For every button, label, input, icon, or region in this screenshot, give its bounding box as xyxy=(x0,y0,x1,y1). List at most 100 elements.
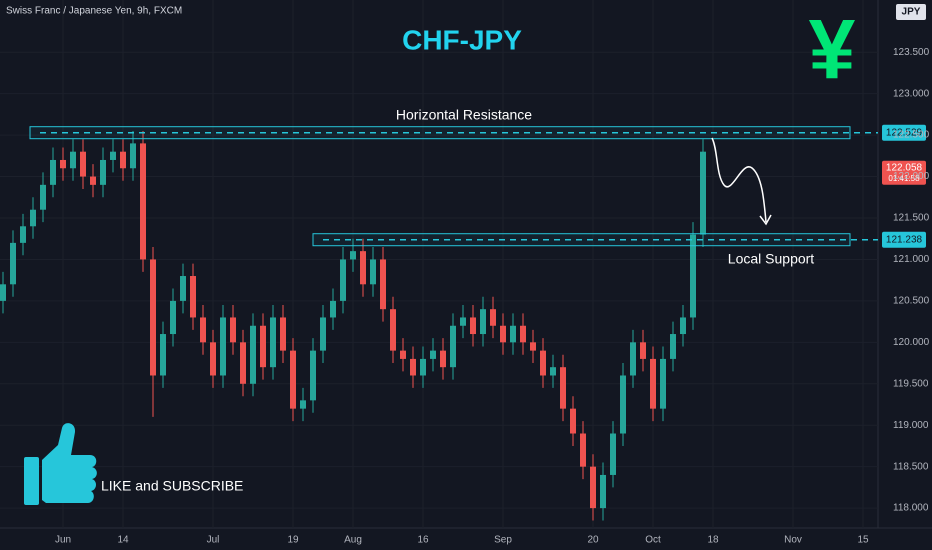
candle-body xyxy=(250,325,256,384)
candle-body xyxy=(190,276,196,318)
candle-body xyxy=(620,375,626,434)
currency-badge xyxy=(896,4,926,20)
x-tick-label: Oct xyxy=(645,535,661,546)
candle-body xyxy=(30,209,36,227)
candle-body xyxy=(140,143,146,260)
candle-body xyxy=(560,367,566,409)
yen-icon: ¥ xyxy=(809,2,856,96)
level-name: Horizontal Resistance xyxy=(396,106,532,122)
candle-body xyxy=(120,151,126,169)
candle-body xyxy=(330,300,336,318)
y-tick-label: 119.500 xyxy=(893,378,929,389)
x-tick-label: 18 xyxy=(707,535,719,546)
level-badge xyxy=(882,231,926,248)
y-tick-label: 120.500 xyxy=(893,296,930,307)
candle-body xyxy=(270,317,276,368)
countdown: 01:41:58 xyxy=(888,174,920,183)
candle-body xyxy=(550,367,556,376)
candle-body xyxy=(460,317,466,326)
candle-body xyxy=(540,350,546,376)
candle-body xyxy=(500,325,506,343)
candle-body xyxy=(210,342,216,376)
candle-body xyxy=(570,408,576,434)
x-tick-label: Jun xyxy=(55,535,71,546)
candle-body xyxy=(310,350,316,401)
candle-body xyxy=(480,309,486,335)
candle-body xyxy=(40,184,46,210)
y-tick-label: 123.500 xyxy=(893,47,930,58)
y-tick-label: 122.500 xyxy=(893,130,930,141)
grid xyxy=(0,0,878,528)
candle-body xyxy=(180,276,186,301)
x-tick-label: 20 xyxy=(587,535,599,546)
candle-body xyxy=(50,159,56,185)
candle-body xyxy=(0,284,6,301)
levels: Horizontal Resistance 122.529 Local Suppor… xyxy=(29,106,926,266)
candle-body xyxy=(300,400,306,409)
candle-body xyxy=(200,317,206,343)
candle-body xyxy=(610,433,616,475)
candle-body xyxy=(380,259,386,310)
candle-body xyxy=(680,317,686,335)
x-tick-label: 15 xyxy=(857,535,869,546)
candle-body xyxy=(660,358,666,409)
x-tick-label: Nov xyxy=(784,535,802,546)
x-tick-label: Aug xyxy=(344,535,362,546)
symbol-info: Swiss Franc / Japanese Yen, 9h, FXCM xyxy=(6,6,182,17)
candle-body xyxy=(490,309,496,326)
level-badge xyxy=(882,124,926,141)
chart-title: CHF-JPY xyxy=(402,24,522,55)
currency-label: JPY xyxy=(902,7,921,18)
x-tick-label: Jul xyxy=(207,535,220,546)
candle-body xyxy=(670,334,676,359)
candle-body xyxy=(90,176,96,185)
level-name: Local Support xyxy=(728,250,815,266)
x-tick-label: 14 xyxy=(117,535,129,546)
candles xyxy=(0,130,706,521)
thumbs-up-icon xyxy=(24,423,97,505)
forecast-arrow xyxy=(711,137,767,223)
y-tick-label: 122.000 xyxy=(893,171,930,182)
candle-body xyxy=(580,433,586,467)
candle-body xyxy=(290,350,296,409)
y-tick-label: 119.000 xyxy=(893,420,929,431)
candle-body xyxy=(320,317,326,351)
x-tick-label: Sep xyxy=(494,535,512,546)
candle-body xyxy=(390,309,396,351)
x-tick-label: 16 xyxy=(417,535,429,546)
candle-body xyxy=(370,259,376,285)
candle-body xyxy=(450,325,456,368)
candle-body xyxy=(590,466,596,509)
candle-body xyxy=(60,159,66,169)
level-price: 122.529 xyxy=(886,127,923,138)
candle-body xyxy=(600,474,606,509)
y-tick-label: 118.000 xyxy=(893,503,929,514)
candle-body xyxy=(350,251,356,260)
candle-body xyxy=(170,300,176,335)
candle-body xyxy=(360,251,366,285)
y-tick-label: 123.000 xyxy=(893,88,930,99)
candle-body xyxy=(80,151,86,177)
candle-body xyxy=(220,317,226,376)
candle-body xyxy=(110,151,116,160)
y-tick-label: 121.000 xyxy=(893,254,930,265)
candle-body xyxy=(530,342,536,351)
candle-body xyxy=(700,151,706,235)
candle-body xyxy=(150,259,156,376)
candle-body xyxy=(510,325,516,343)
candle-body xyxy=(520,325,526,343)
candle-body xyxy=(430,350,436,359)
candle-body xyxy=(400,350,406,359)
candle-body xyxy=(130,143,136,169)
candle-body xyxy=(240,342,246,384)
candle-body xyxy=(640,342,646,359)
level-price: 121.238 xyxy=(886,234,923,245)
candle-body xyxy=(280,317,286,351)
arrow-head xyxy=(759,214,772,226)
candle-body xyxy=(230,317,236,343)
candle-body xyxy=(340,259,346,301)
candle-body xyxy=(260,325,266,368)
candle-body xyxy=(10,242,16,285)
